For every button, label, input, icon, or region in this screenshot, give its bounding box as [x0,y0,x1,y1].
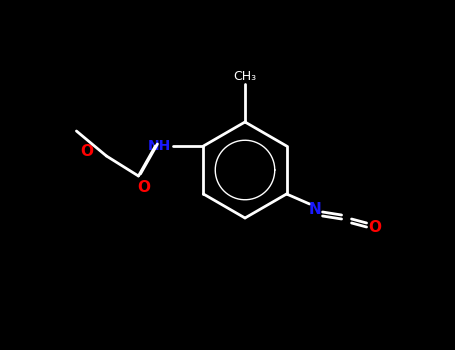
Text: CH₃: CH₃ [233,70,257,83]
Text: N: N [308,202,321,217]
Text: O: O [80,144,93,159]
Text: O: O [368,220,381,236]
Text: NH: NH [148,139,172,153]
Text: O: O [137,181,150,196]
